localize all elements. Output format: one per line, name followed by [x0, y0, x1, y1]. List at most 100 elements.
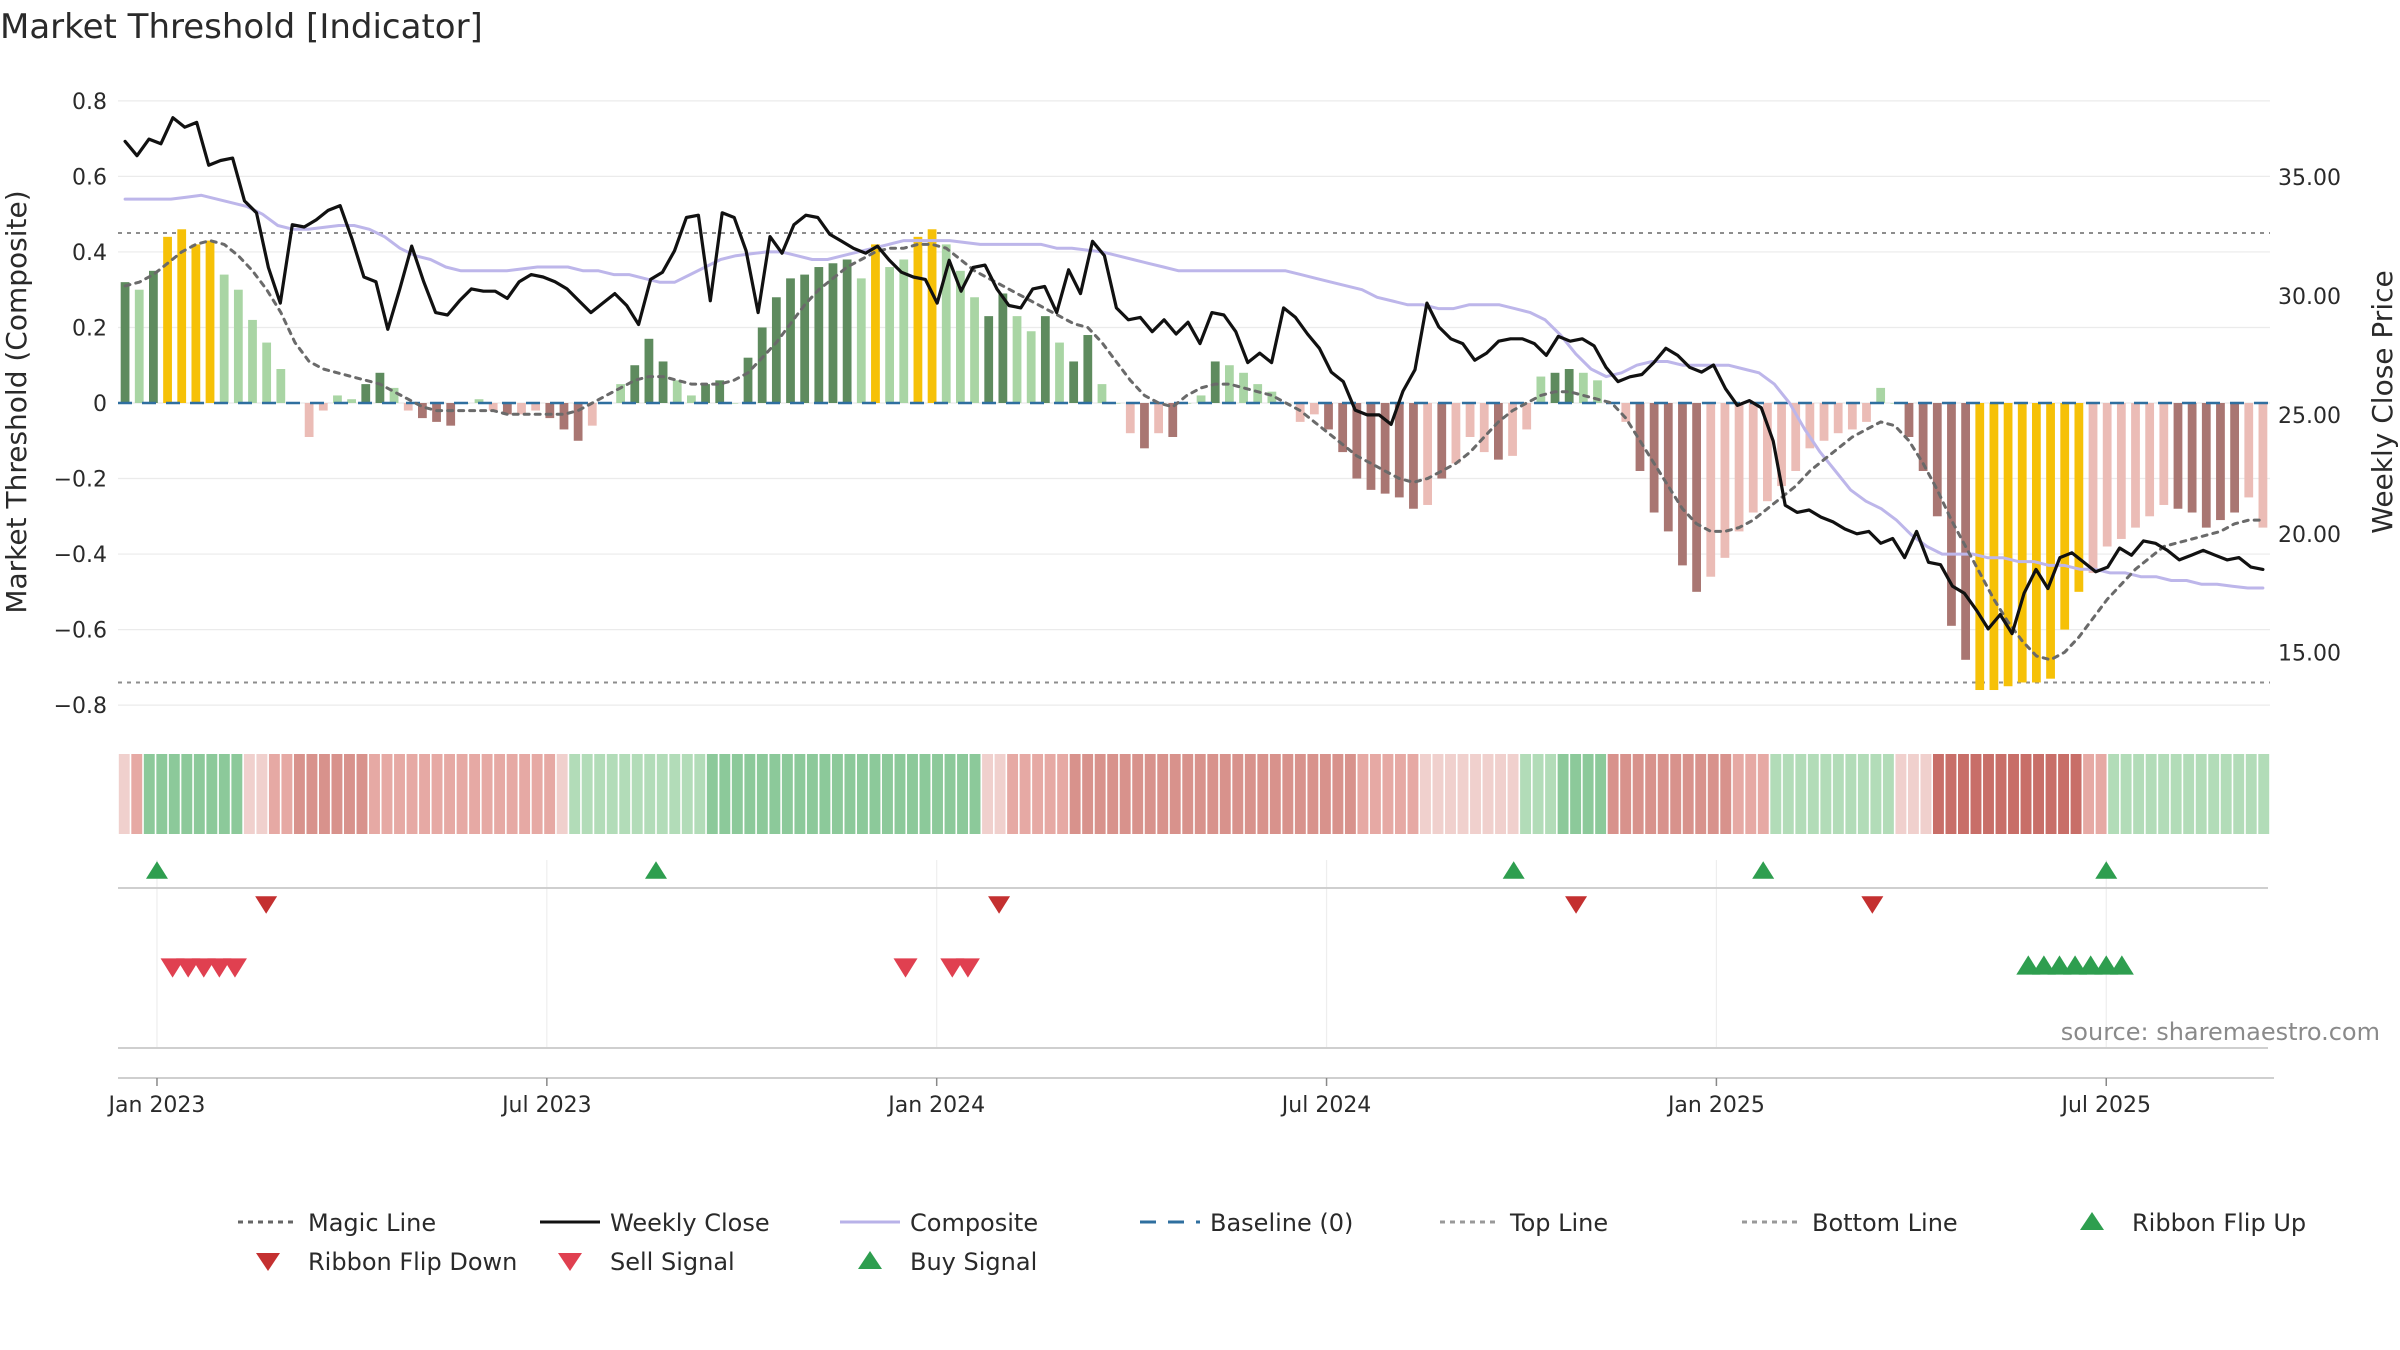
- ribbon-cell: [2245, 754, 2257, 834]
- ribbon-cell: [531, 754, 543, 834]
- composite-bar: [757, 327, 767, 403]
- ribbon-flip-down-marker: [988, 896, 1011, 914]
- ribbon-cell: [306, 754, 318, 834]
- ribbon-cell: [919, 754, 931, 834]
- composite-bar: [1635, 403, 1645, 471]
- ribbon-cell: [1044, 754, 1056, 834]
- sell-signal-marker: [940, 958, 965, 978]
- ribbon-cell: [1945, 754, 1957, 834]
- legend-label: Ribbon Flip Up: [2132, 1209, 2306, 1237]
- composite-bar: [248, 319, 257, 403]
- composite-bar: [1932, 403, 1942, 517]
- composite-bar: [658, 361, 668, 403]
- composite-bar: [1961, 403, 1970, 660]
- composite-bar: [1380, 403, 1390, 494]
- ribbon-cell: [894, 754, 906, 834]
- legend-label: Magic Line: [308, 1209, 436, 1237]
- y-tick-label: −0.4: [54, 543, 107, 568]
- ribbon-cell: [2070, 754, 2082, 834]
- composite-bar: [2116, 403, 2126, 539]
- composite-bar: [531, 403, 541, 411]
- legend-marker: [2080, 1212, 2104, 1230]
- composite-bar: [1564, 369, 1574, 403]
- y-tick-label: 0.8: [72, 90, 107, 115]
- y-tick-label: −0.6: [54, 619, 107, 644]
- sell-signal-marker: [191, 958, 216, 978]
- legend-marker: [558, 1253, 582, 1271]
- legend-label: Composite: [910, 1209, 1038, 1237]
- composite-bar: [474, 399, 484, 403]
- composite-bar: [1578, 372, 1588, 403]
- composite-bar: [163, 236, 172, 403]
- ribbon-cell: [1720, 754, 1732, 834]
- composite-bar: [842, 259, 852, 403]
- composite-bar: [361, 384, 371, 403]
- ribbon-cell: [569, 754, 581, 834]
- legend-label: Buy Signal: [910, 1248, 1037, 1276]
- ribbon-cell: [681, 754, 693, 834]
- y2-tick-label: 30.00: [2278, 285, 2341, 310]
- composite-bar: [1451, 403, 1461, 464]
- composite-bar: [403, 403, 413, 411]
- composite-bar: [262, 342, 272, 403]
- ribbon-cell: [118, 754, 130, 834]
- ribbon-cell: [719, 754, 731, 834]
- composite-bar: [1706, 403, 1716, 577]
- ribbon-cell: [1532, 754, 1544, 834]
- ribbon-cell: [1144, 754, 1156, 834]
- ribbon-cell: [344, 754, 355, 834]
- ribbon-cell: [907, 754, 918, 834]
- ribbon-cell: [1057, 754, 1069, 834]
- ribbon-cell: [1807, 754, 1819, 834]
- ribbon-cell: [2233, 754, 2245, 834]
- ribbon-cell: [994, 754, 1006, 834]
- composite-bar: [1097, 384, 1107, 403]
- composite-bar: [1734, 403, 1744, 532]
- sell-signal-marker: [207, 958, 232, 978]
- composite-bar: [1196, 395, 1206, 403]
- composite-bar: [134, 289, 144, 403]
- composite-bar: [786, 278, 795, 403]
- composite-bar: [2187, 403, 2197, 513]
- ribbon-cell: [1232, 754, 1244, 834]
- composite-bar: [1649, 403, 1659, 513]
- composite-bar: [2230, 403, 2239, 513]
- composite-bar: [1338, 403, 1348, 453]
- composite-bar: [318, 403, 328, 411]
- composite-bar: [304, 403, 314, 437]
- composite-bar: [1819, 403, 1829, 441]
- composite-bar: [2145, 403, 2155, 517]
- ribbon-flip-down-marker: [1565, 896, 1588, 914]
- composite-bar: [1494, 403, 1503, 460]
- ribbon-cell: [781, 754, 793, 834]
- ribbon-cell: [1019, 754, 1031, 834]
- composite-bar: [701, 384, 710, 403]
- composite-bar: [927, 229, 937, 403]
- composite-bar: [545, 403, 555, 419]
- legend-label: Bottom Line: [1812, 1209, 1958, 1237]
- ribbon-cell: [1182, 754, 1194, 834]
- buy-signal-marker: [2078, 955, 2103, 975]
- composite-bar: [1536, 376, 1546, 403]
- composite-bar: [984, 316, 994, 403]
- y-tick-label: −0.2: [54, 468, 107, 493]
- right-y-axis-label: Weekly Close Price: [2366, 270, 2399, 533]
- y2-tick-label: 15.00: [2278, 642, 2341, 667]
- ribbon-flip-up-marker: [2095, 861, 2118, 879]
- ribbon-cell: [1582, 754, 1594, 834]
- right-y-ticks: 35.00 30.00 25.00 20.00 15.00: [2278, 166, 2341, 667]
- ribbon-cell: [1682, 754, 1694, 834]
- legend-label: Baseline (0): [1210, 1209, 1353, 1237]
- ribbon-flip-up-marker: [1752, 861, 1775, 879]
- x-tick-label: Jul 2023: [500, 1093, 592, 1118]
- composite-bar: [446, 403, 456, 426]
- ribbon-cell: [1920, 754, 1932, 834]
- ribbon-cell: [744, 754, 756, 834]
- composite-bar: [1168, 403, 1178, 437]
- ribbon-cell: [932, 754, 943, 834]
- ribbon-cell: [281, 754, 293, 834]
- ribbon-cell: [406, 754, 418, 834]
- ribbon-cell: [1344, 754, 1356, 834]
- composite-bar: [1805, 403, 1815, 449]
- ribbon-cell: [1319, 754, 1331, 834]
